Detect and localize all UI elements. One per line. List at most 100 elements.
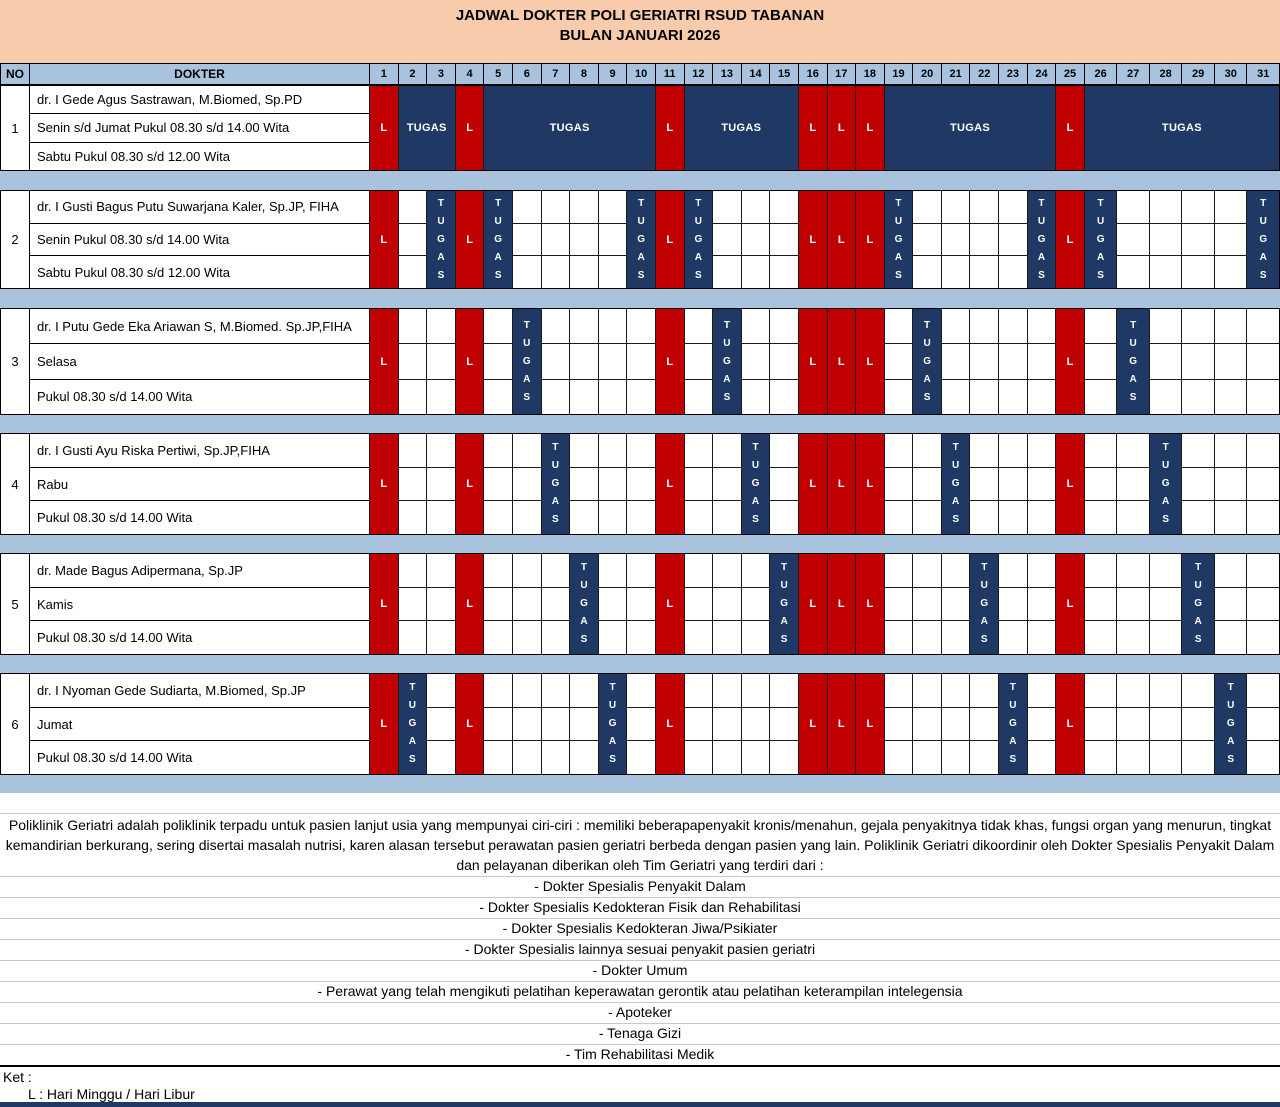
- doctor-schedule-line: Sabtu Pukul 08.30 s/d 12.00 Wita: [30, 141, 369, 170]
- header-day-8: 8: [569, 64, 598, 84]
- day-cell-empty-14: [740, 191, 770, 288]
- day-cell-holiday-16: L: [797, 674, 827, 774]
- doctor-schedule-line: Pukul 08.30 s/d 14.00 Wita: [30, 740, 369, 774]
- day-cell-empty-20: [912, 554, 941, 654]
- doctor-name: dr. I Putu Gede Eka Ariawan S, M.Biomed.…: [37, 318, 352, 334]
- day-cell-empty-24: [1026, 674, 1056, 774]
- day-cell-empty-7: [540, 674, 570, 774]
- legend-item-holiday: L : Hari Minggu / Hari Libur: [28, 1086, 195, 1102]
- doctor-row-block: 1 dr. I Gede Agus Sastrawan, M.Biomed, Sp…: [0, 85, 1280, 171]
- header-day-25: 25: [1055, 64, 1084, 84]
- day-cell-duty-27: T U G A S: [1116, 309, 1149, 414]
- day-cell-duty-23: T U G A S: [998, 674, 1027, 774]
- day-cell-empty-21: [940, 554, 970, 654]
- day-cell-holiday-17: L: [826, 434, 856, 534]
- day-cell-duty-19: T U G A S: [883, 191, 913, 288]
- day-cell-empty-5: [483, 434, 512, 534]
- day-cell-empty-29: [1181, 309, 1214, 414]
- day-cell-holiday-17: L: [826, 309, 856, 414]
- day-cell-holiday-1: L: [369, 86, 398, 170]
- day-cell-empty-2: [397, 554, 427, 654]
- day-cell-holiday-4: L: [454, 434, 484, 534]
- schedule-body: 1 dr. I Gede Agus Sastrawan, M.Biomed, Sp…: [0, 85, 1280, 793]
- header-day-10: 10: [626, 64, 655, 84]
- footer-spacer: [0, 793, 1280, 814]
- day-cell-empty-20: [912, 434, 941, 534]
- day-cell-holiday-16: L: [797, 309, 827, 414]
- day-cell-empty-6: [511, 674, 541, 774]
- geriatri-description: Poliklinik Geriatri adalah poliklinik te…: [5, 817, 1275, 873]
- header-day-27: 27: [1116, 64, 1149, 84]
- header-day-11: 11: [654, 64, 684, 84]
- doctor-row-block: 4 dr. I Gusti Ayu Riska Pertiwi, Sp.JP,FI…: [0, 433, 1280, 535]
- header-day-21: 21: [940, 64, 970, 84]
- day-cell-holiday-1: L: [369, 191, 398, 288]
- day-cell-empty-20: [912, 191, 941, 288]
- day-cell-duty-9: T U G A S: [597, 674, 627, 774]
- day-cell-empty-2: [397, 191, 427, 288]
- day-cell-empty-30: [1213, 554, 1247, 654]
- day-cell-empty-19: [883, 674, 913, 774]
- day-cell-holiday-25: L: [1055, 554, 1084, 654]
- day-cell-empty-24: [1026, 434, 1056, 534]
- day-cell-empty-10: [626, 674, 655, 774]
- day-cell-empty-8: [569, 434, 598, 534]
- day-cell-empty-5: [483, 309, 512, 414]
- day-cell-holiday-4: L: [454, 191, 484, 288]
- day-cell-empty-19: [883, 554, 913, 654]
- doctor-no: 4: [11, 476, 19, 492]
- header-day-23: 23: [998, 64, 1027, 84]
- day-cell-empty-14: [740, 554, 770, 654]
- day-cell-duty-26: T U G A S: [1083, 191, 1117, 288]
- day-cell-empty-27: [1116, 674, 1149, 774]
- day-cell-empty-26: [1083, 309, 1117, 414]
- doctor-info-cell: dr. I Nyoman Gede Sudiarta, M.Biomed, Sp…: [29, 674, 369, 774]
- day-cell-empty-8: [569, 191, 598, 288]
- doctor-name: dr. I Gusti Bagus Putu Suwarjana Kaler, …: [37, 199, 339, 215]
- day-cell-holiday-18: L: [855, 554, 884, 654]
- day-cell-empty-15: [769, 309, 798, 414]
- header-day-9: 9: [597, 64, 627, 84]
- header-day-17: 17: [826, 64, 856, 84]
- day-cell-holiday-1: L: [369, 554, 398, 654]
- day-cell-holiday-16: L: [797, 554, 827, 654]
- day-cell-duty-5: T U G A S: [483, 191, 512, 288]
- day-cell-duty-30: T U G A S: [1213, 674, 1247, 774]
- day-cell-holiday-1: L: [369, 674, 398, 774]
- header-day-20: 20: [912, 64, 941, 84]
- day-cell-duty-12: T U G A S: [683, 191, 713, 288]
- day-cell-holiday-18: L: [855, 674, 884, 774]
- team-list-item-3: - Dokter Spesialis Kedokteran Jiwa/Psiki…: [0, 918, 1280, 939]
- team-list-item-6: - Perawat yang telah mengikuti pelatihan…: [0, 981, 1280, 1002]
- header-day-18: 18: [855, 64, 884, 84]
- doctor-info-cell: dr. I Putu Gede Eka Ariawan S, M.Biomed.…: [29, 309, 369, 414]
- day-cell-empty-12: [683, 554, 713, 654]
- day-cell-empty-3: [426, 434, 455, 534]
- day-cell-empty-23: [998, 309, 1027, 414]
- doctor-info-cell: dr. I Gusti Ayu Riska Pertiwi, Sp.JP,FIH…: [29, 434, 369, 534]
- doctor-no: 6: [11, 716, 19, 732]
- day-cell-empty-21: [940, 191, 970, 288]
- day-cell-duty-7: T U G A S: [540, 434, 570, 534]
- day-cell-holiday-11: L: [654, 554, 684, 654]
- day-cell-empty-7: [540, 191, 570, 288]
- doctor-schedule-line: Sabtu Pukul 08.30 s/d 12.00 Wita: [30, 255, 369, 288]
- doctor-schedule-line: Jumat: [30, 706, 369, 741]
- doctor-row-block: 2 dr. I Gusti Bagus Putu Suwarjana Kaler,…: [0, 190, 1280, 289]
- header-no: NO: [6, 67, 24, 81]
- day-cell-empty-7: [540, 554, 570, 654]
- day-cell-empty-23: [998, 434, 1027, 534]
- day-cell-duty-29: T U G A S: [1181, 554, 1214, 654]
- team-list-item-4: - Dokter Spesialis lainnya sesuai penyak…: [0, 939, 1280, 960]
- day-cell-empty-27: [1116, 434, 1149, 534]
- day-cell-empty-15: [769, 434, 798, 534]
- day-cell-empty-29: [1181, 674, 1214, 774]
- day-cell-duty-2: T U G A S: [397, 674, 427, 774]
- doctor-schedule-line: Kamis: [30, 586, 369, 621]
- day-cell-empty-9: [597, 554, 627, 654]
- day-cell-empty-24: [1026, 554, 1056, 654]
- day-cell-empty-27: [1116, 554, 1149, 654]
- day-cell-empty-28: [1148, 554, 1182, 654]
- doctor-row-block: 3 dr. I Putu Gede Eka Ariawan S, M.Biomed…: [0, 308, 1280, 415]
- doctor-schedule-line: Pukul 08.30 s/d 14.00 Wita: [30, 500, 369, 534]
